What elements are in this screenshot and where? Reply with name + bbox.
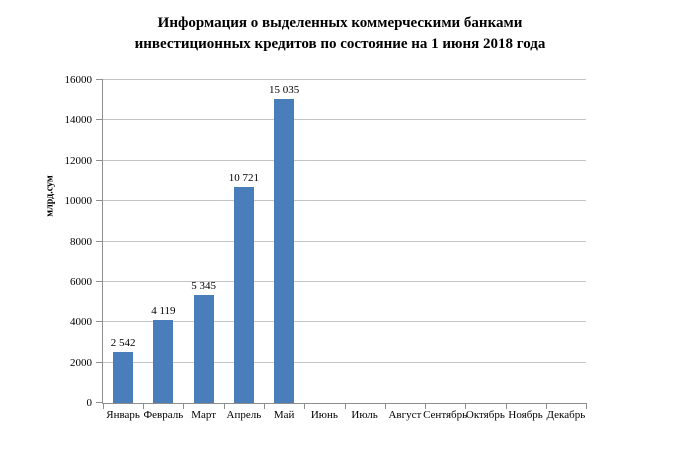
x-axis-tick bbox=[143, 403, 145, 409]
y-axis-tick bbox=[96, 200, 103, 202]
bar-март bbox=[193, 295, 214, 403]
x-axis-tick bbox=[344, 403, 346, 409]
x-axis-category-label: Июнь bbox=[310, 409, 338, 421]
bar-январь bbox=[113, 351, 134, 403]
x-axis-category-label: Январь bbox=[106, 409, 140, 421]
y-gridline bbox=[103, 280, 586, 282]
x-axis-tick bbox=[223, 403, 225, 409]
y-axis-tick bbox=[96, 321, 103, 323]
x-axis-tick bbox=[384, 403, 386, 409]
x-axis-tick bbox=[465, 403, 467, 409]
x-axis-tick bbox=[183, 403, 185, 409]
x-axis-category-label: Сентябрь bbox=[423, 409, 468, 421]
y-axis-tick bbox=[96, 159, 103, 161]
chart-title-line-1: Информация о выделенных коммерческими ба… bbox=[157, 15, 523, 31]
x-axis-tick bbox=[304, 403, 306, 409]
y-axis-tick bbox=[96, 402, 103, 403]
x-axis-category-label: Август bbox=[388, 409, 422, 421]
x-axis-tick bbox=[545, 403, 547, 409]
x-axis-category-label: Май bbox=[273, 409, 295, 421]
y-axis-tick bbox=[96, 79, 103, 80]
x-axis-category-label: Декабрь bbox=[546, 409, 586, 421]
y-axis-tick-label: 16000 bbox=[64, 74, 93, 86]
y-gridline bbox=[103, 119, 586, 121]
x-axis-tick bbox=[586, 403, 587, 409]
y-gridline bbox=[103, 200, 586, 202]
y-gridline bbox=[103, 240, 586, 242]
y-gridline bbox=[103, 321, 586, 323]
y-axis-tick-label: 6000 bbox=[70, 275, 92, 288]
y-axis-tick-label: 10000 bbox=[64, 195, 93, 208]
bar-value-label: 2 542 bbox=[110, 336, 136, 349]
y-axis-tick bbox=[96, 280, 103, 282]
bar-value-label: 15 035 bbox=[269, 84, 300, 97]
x-axis-category-label: Апрель bbox=[226, 409, 262, 421]
x-axis-tick bbox=[505, 403, 507, 409]
y-axis-tick bbox=[96, 240, 103, 242]
bar-value-label: 4 119 bbox=[151, 304, 176, 317]
x-axis-category-label: Октябрь bbox=[465, 409, 505, 421]
y-axis-tick-label: 4000 bbox=[70, 316, 92, 329]
y-axis-tick-label: 12000 bbox=[64, 154, 93, 167]
y-axis-tick bbox=[96, 119, 103, 121]
x-axis-tick bbox=[103, 403, 104, 409]
bar-февраль bbox=[153, 319, 174, 403]
chart-title-line-2: инвестиционных кредитов по состояние на … bbox=[134, 36, 546, 52]
x-axis-tick bbox=[424, 403, 426, 409]
y-axis-tick-label: 0 bbox=[86, 397, 93, 409]
bar-апрель bbox=[233, 186, 254, 403]
y-axis-tick-label: 14000 bbox=[64, 114, 93, 127]
plot-area: 0 2000 4000 6000 8000 10000 12000 14000 16000 2 5… bbox=[65, 74, 587, 421]
bar-value-label: 5 345 bbox=[191, 280, 216, 293]
x-axis-category-label: Ноябрь bbox=[508, 409, 543, 421]
x-axis-category-label: Февраль bbox=[143, 409, 184, 421]
bar-value-label: 10 721 bbox=[228, 171, 259, 184]
y-gridline bbox=[103, 159, 586, 161]
y-gridline bbox=[103, 361, 586, 363]
y-axis-tick-label: 2000 bbox=[70, 356, 92, 369]
y-axis-tick-label: 8000 bbox=[70, 235, 92, 248]
x-axis-category-label: Июль bbox=[351, 409, 378, 421]
y-axis-tick bbox=[96, 361, 103, 363]
x-axis-category-label: Март bbox=[191, 409, 217, 421]
x-axis-tick bbox=[263, 403, 265, 409]
chart-title: Информация о выделенных коммерческими ба… bbox=[0, 13, 680, 55]
y-gridline bbox=[103, 79, 586, 80]
bar-май bbox=[274, 99, 295, 403]
